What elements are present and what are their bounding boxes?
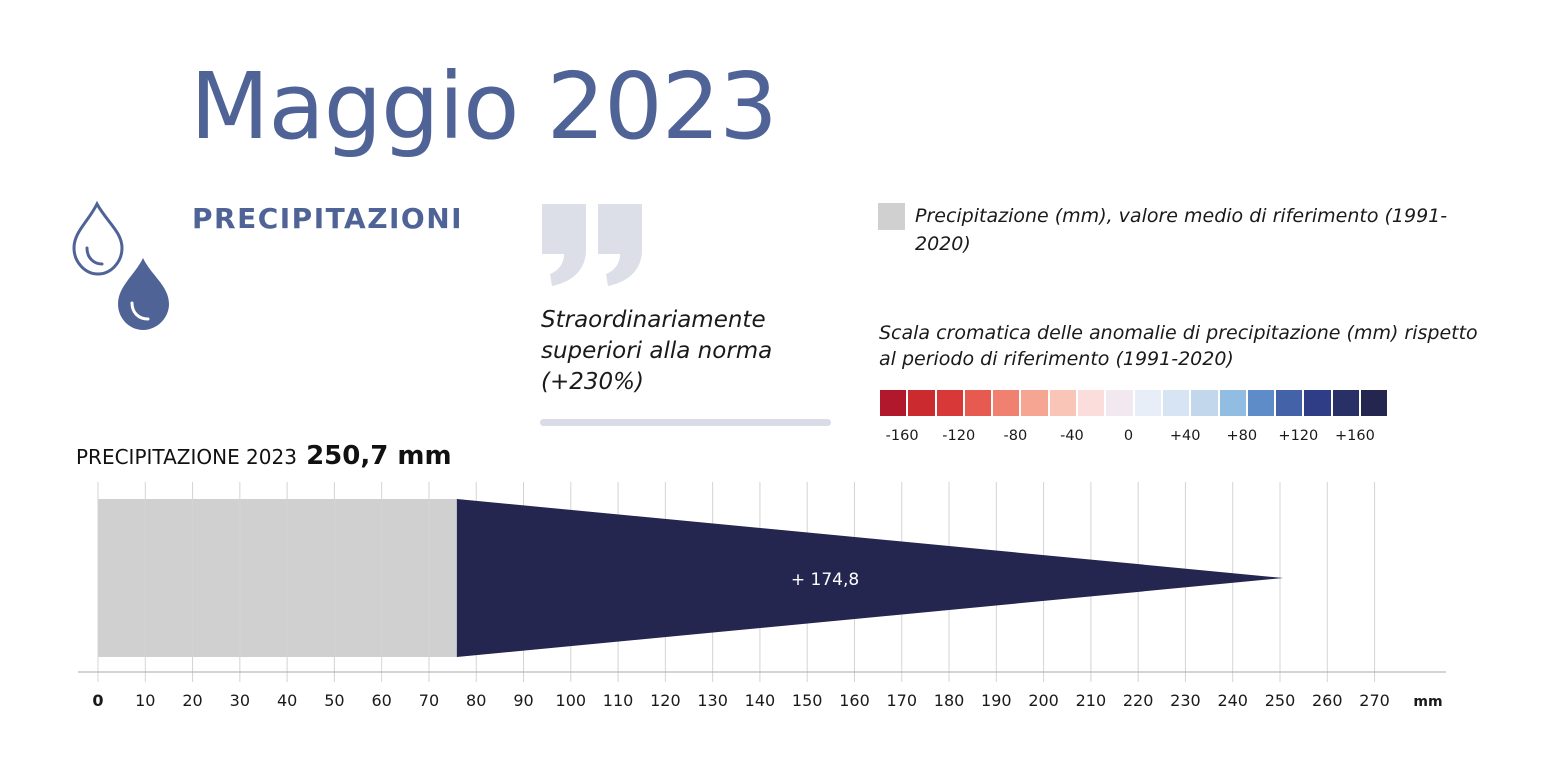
x-tick-label: 230 [1170, 691, 1201, 710]
x-tick-label: 160 [839, 691, 870, 710]
x-tick-label: 190 [981, 691, 1012, 710]
color-scale-title: Scala cromatica delle anomalie di precip… [879, 322, 1478, 370]
color-scale-label: +160 [1335, 428, 1375, 444]
color-scale-label: +80 [1226, 428, 1258, 444]
verdict-divider [540, 419, 831, 426]
total-precipitation: PRECIPITAZIONE 2023 250,7 mm [76, 441, 452, 471]
x-tick-label: 170 [886, 691, 917, 710]
color-scale-cell [1304, 390, 1331, 416]
x-tick-label: 250 [1265, 691, 1296, 710]
x-tick-label: 200 [1028, 691, 1059, 710]
x-tick-label: 140 [745, 691, 776, 710]
color-scale-cell [1276, 390, 1303, 416]
water-drops-icon [70, 200, 180, 339]
x-tick-label: 60 [372, 691, 392, 710]
color-scale-label: 0 [1123, 428, 1134, 444]
reference-legend-label: Precipitazione (mm), valore medio di rif… [915, 205, 1448, 255]
x-tick-label: 80 [466, 691, 486, 710]
verdict-text: Straordinariamente superiori alla norma … [541, 307, 773, 395]
precipitation-chart: + 174,8 0 10 20 30 40 50 60 70 80 90 100 110 120 130 14… [78, 482, 1446, 710]
x-axis-unit: mm [1413, 694, 1442, 710]
x-tick-label: 50 [324, 691, 344, 710]
reference-legend-swatch [878, 203, 905, 230]
x-tick-label: 100 [556, 691, 587, 710]
color-scale-cell [936, 390, 963, 416]
x-tick-label: 70 [419, 691, 439, 710]
total-label: PRECIPITAZIONE 2023 [76, 445, 297, 469]
x-tick-label: 90 [513, 691, 533, 710]
x-tick-label: 130 [697, 691, 728, 710]
color-scale-label: -40 [1060, 428, 1084, 444]
color-scale-cell [1134, 390, 1161, 416]
x-tick-label: 270 [1359, 691, 1390, 710]
color-scale-label: +120 [1278, 428, 1319, 444]
total-value: 250,7 mm [306, 441, 452, 471]
color-scale-labels: -160 -120 -80 -40 0 +40 +80 +120 +160 [880, 428, 1400, 450]
color-scale-cell [1049, 390, 1077, 416]
x-tick-label: 260 [1312, 691, 1343, 710]
color-scale-label: -160 [885, 428, 919, 444]
x-tick-label: 110 [603, 691, 634, 710]
color-scale-cell [964, 390, 992, 416]
color-scale-cell [1219, 390, 1246, 416]
color-scale-cell [1021, 390, 1048, 416]
reference-bar [98, 499, 457, 657]
x-tick-label: 20 [182, 691, 202, 710]
x-tick-label: 10 [135, 691, 155, 710]
color-scale-cell [908, 390, 935, 416]
section-label: PRECIPITAZIONI [192, 202, 464, 235]
color-scale-cell [1361, 390, 1388, 416]
color-scale-cell [1191, 390, 1218, 416]
x-tick-label: 30 [230, 691, 250, 710]
page-title: Maggio 2023 [190, 53, 778, 160]
x-tick-label: 40 [277, 691, 297, 710]
color-scale [880, 390, 1388, 416]
x-tick-label: 210 [1076, 691, 1107, 710]
color-scale-cell [993, 390, 1020, 416]
x-tick-label: 120 [650, 691, 681, 710]
color-scale-cell [1332, 390, 1360, 416]
color-scale-label: -80 [1003, 428, 1028, 444]
color-scale-cell [1247, 390, 1275, 416]
color-scale-cell [1078, 390, 1105, 416]
anomaly-label: + 174,8 [791, 570, 859, 590]
x-tick-label: 150 [792, 691, 823, 710]
x-tick-label: 180 [934, 691, 965, 710]
x-tick-label: 220 [1123, 691, 1154, 710]
x-tick-label: 0 [92, 691, 103, 710]
x-tick-label: 240 [1217, 691, 1248, 710]
quotation-mark-icon [538, 200, 648, 292]
color-scale-cell [1106, 390, 1133, 416]
color-scale-cell [880, 390, 907, 416]
anomaly-wedge [456, 499, 1284, 657]
color-scale-cell [1162, 390, 1190, 416]
color-scale-label: +40 [1169, 428, 1201, 444]
color-scale-label: -120 [942, 428, 976, 444]
